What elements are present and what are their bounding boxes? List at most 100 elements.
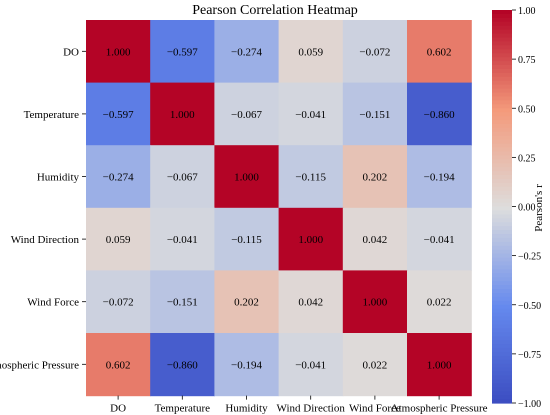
colorbar-segment	[492, 367, 512, 373]
colorbar-segment	[492, 135, 512, 141]
cell-value-label: −0.151	[359, 109, 390, 121]
colorbar-segment	[492, 112, 512, 117]
colorbar-segment	[492, 120, 512, 125]
cell-value-label: −0.274	[231, 46, 262, 58]
colorbar-segment	[492, 336, 512, 341]
cell-value-label: −0.597	[103, 109, 134, 121]
heatmap-cell	[407, 145, 472, 209]
cell-value-label: −0.860	[167, 359, 198, 371]
y-axis-labels: DO Temperature Humidity Wind Direction Wind …	[0, 46, 86, 371]
colorbar-segment	[492, 371, 512, 377]
colorbar-segment	[492, 328, 512, 333]
colorbar-segment	[492, 273, 512, 278]
heatmap-cell	[342, 82, 408, 146]
colorbar-segment	[492, 265, 512, 270]
colorbar-segment	[492, 245, 512, 251]
heatmap-cell	[342, 270, 408, 334]
colorbar-segment	[492, 218, 512, 223]
cell-value-label: 0.042	[363, 234, 388, 246]
colorbar-tick-label: 1.00	[518, 6, 536, 17]
colorbar-tick-label: −1.00	[518, 399, 541, 410]
colorbar-segment	[492, 57, 512, 62]
colorbar-segment	[492, 340, 512, 345]
cell-value-label: −0.597	[167, 46, 198, 58]
cell-value-label: 0.602	[427, 46, 452, 58]
colorbar-segment	[492, 253, 512, 259]
colorbar-segment	[492, 379, 512, 384]
heatmap-cell	[86, 82, 151, 146]
colorbar-segment	[492, 127, 512, 133]
colorbar-segment	[492, 316, 512, 322]
heatmap-cell	[150, 145, 215, 209]
heatmap-cell	[214, 207, 280, 271]
colorbar-segment	[492, 84, 512, 90]
colorbar-segment	[492, 76, 512, 82]
colorbar-segment	[492, 296, 512, 302]
colorbar-segment	[492, 249, 512, 255]
colorbar-segment	[492, 92, 512, 98]
colorbar-segment	[492, 257, 512, 263]
colorbar-segment	[492, 281, 512, 286]
cell-value-label: 0.042	[298, 297, 323, 309]
colorbar-segment	[492, 312, 512, 318]
heatmap-cell	[86, 20, 151, 84]
colorbar-segment	[492, 320, 512, 325]
cell-value-label: −0.151	[167, 297, 198, 309]
colorbar-segment	[492, 49, 512, 54]
heatmap-cell	[342, 145, 408, 209]
colorbar-segment	[492, 222, 512, 227]
colorbar-segment	[492, 202, 512, 208]
heatmap-cell	[342, 207, 408, 271]
colorbar-segment	[492, 116, 512, 121]
colorbar-segment	[492, 33, 512, 39]
heatmap-cell	[407, 333, 472, 397]
heatmap-cell	[150, 270, 215, 334]
cell-value-label: 0.202	[363, 172, 388, 184]
y-tick-label: Wind Force	[27, 297, 79, 309]
cell-value-label: 0.059	[298, 46, 323, 58]
cell-value-label: −0.041	[167, 234, 198, 246]
colorbar-segment	[492, 25, 512, 31]
colorbar-segment	[492, 147, 512, 153]
x-tick-label: Wind Direction	[277, 403, 346, 415]
colorbar-segment	[492, 131, 512, 137]
colorbar-tick-label: −0.25	[518, 252, 541, 263]
heatmap-cell	[86, 333, 151, 397]
heatmap-cell	[150, 82, 215, 146]
cell-value-label: −0.194	[424, 172, 455, 184]
colorbar-segment	[492, 104, 512, 109]
colorbar-segment	[492, 289, 512, 294]
cell-value-label: −0.274	[103, 172, 134, 184]
cell-value-label: 1.000	[363, 297, 388, 309]
heatmap-cell	[342, 20, 408, 84]
chart-title: Pearson Correlation Heatmap	[192, 3, 358, 18]
heatmap-cell	[214, 20, 280, 84]
colorbar-segment	[492, 210, 512, 215]
cell-value-label: 1.000	[106, 46, 131, 58]
x-tick-label: Temperature	[155, 403, 211, 415]
heatmap-cell	[214, 270, 280, 334]
x-axis-labels: DO Temperature Humidity Wind Direction Wind …	[110, 395, 488, 415]
colorbar-tick-label: 0.25	[518, 153, 536, 164]
x-tick-label: Humidity	[225, 403, 268, 415]
colorbar-segment	[492, 182, 512, 188]
cell-value-label: −0.067	[167, 172, 198, 184]
colorbar-segment	[492, 355, 512, 361]
heatmap-cell	[86, 270, 151, 334]
heatmap-cell	[86, 207, 151, 271]
colorbar-segment	[492, 332, 512, 337]
heatmap-cell	[278, 207, 344, 271]
cell-value-label: 0.602	[106, 359, 131, 371]
heatmap-cell	[278, 82, 344, 146]
colorbar-segment	[492, 234, 512, 239]
cell-value-label: −0.041	[295, 109, 326, 121]
colorbar-segment	[492, 391, 512, 396]
colorbar-segment	[492, 178, 512, 184]
heatmap-cell	[278, 20, 344, 84]
heatmap-cell	[407, 270, 472, 334]
colorbar-segment	[492, 68, 512, 74]
colorbar-segment	[492, 17, 512, 23]
colorbar-segment	[492, 226, 512, 231]
colorbar-segment	[492, 13, 512, 19]
colorbar-segment	[492, 241, 512, 247]
